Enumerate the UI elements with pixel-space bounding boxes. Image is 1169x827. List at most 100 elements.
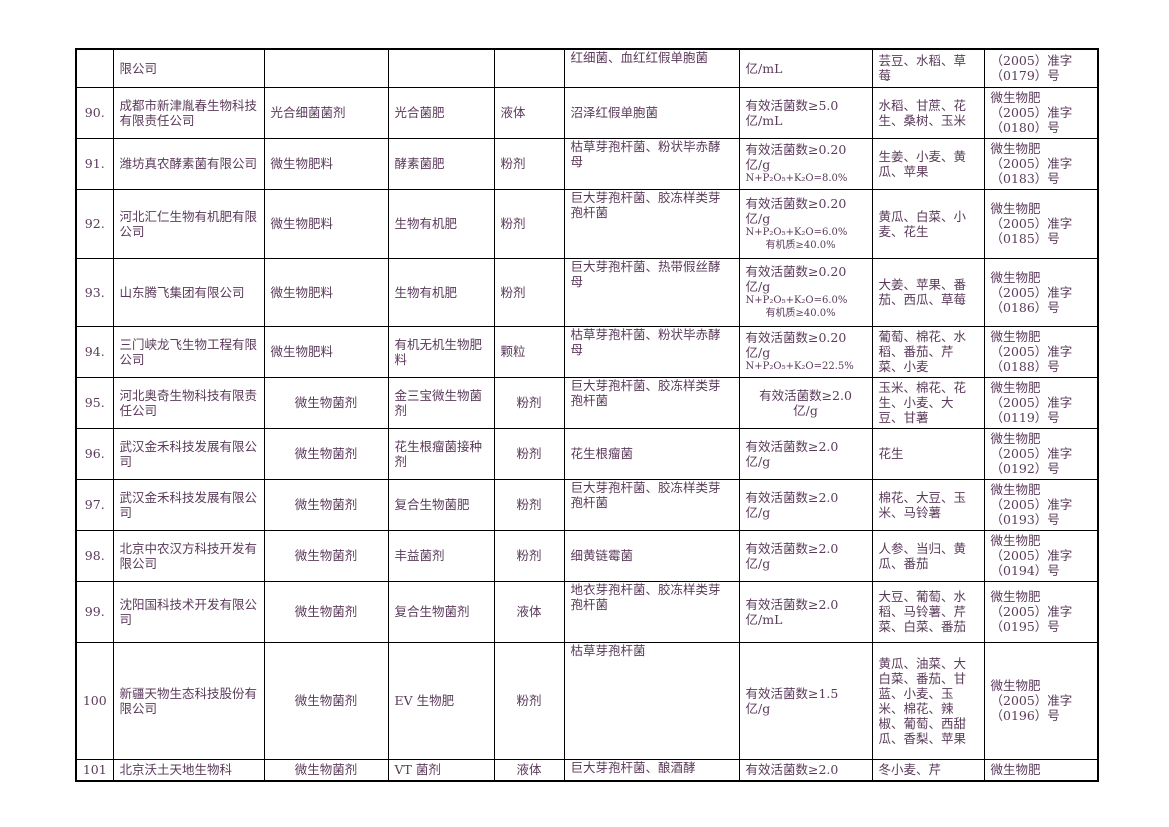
cell-text: 花生根瘤菌 (570, 446, 634, 461)
cell-strain: 花生根瘤菌 (563, 427, 740, 480)
cell-content: 有效活菌数≥2.0 (738, 758, 873, 782)
cell-product: 酵素菌肥 (387, 137, 495, 190)
cell-company: 潍坊真农酵素菌有限公司 (112, 137, 265, 190)
cell-text: 微生物肥料 (270, 284, 334, 300)
cell-line: 亿/g (745, 555, 771, 571)
cell-text: 光合菌肥 (394, 105, 445, 120)
cell-line: 有效活菌数≥2.0 (745, 596, 839, 612)
cell-crops: 棉花、大豆、玉米、马铃薯 (871, 478, 985, 531)
cell-text: 棉花、大豆、玉米、马铃薯 (878, 489, 967, 520)
cell-content: 有效活菌数≥2.0 亿/g (738, 427, 873, 480)
cell-line-small: N+P₂O₅+K₂O=6.0% (745, 226, 848, 238)
cell-type (263, 48, 389, 88)
cell-text: 微生物菌剂 (294, 604, 358, 619)
cell-line: 亿/g (745, 345, 771, 360)
table-row: 95. 河北奥奇生物科技有限责任公司 微生物菌剂 金三宝微生物菌剂 粉剂 巨大芽孢杆菌、胶… (75, 376, 1099, 429)
cell-form: 粉剂 (493, 529, 565, 582)
registration-table: 限公司 红细菌、血红红假单胞菌 亿/mL 芸豆、水稻、草莓 （2005）准字 （0179）… (75, 48, 1099, 782)
cell-text: 粉剂 (516, 548, 542, 563)
cell-product: 生物有机肥 (387, 188, 495, 259)
cell-number: 99. (75, 580, 114, 643)
cell-number: 94. (75, 325, 114, 378)
cell-text: 冬小麦、芹 (878, 762, 942, 778)
table-row: 限公司 红细菌、血红红假单胞菌 亿/mL 芸豆、水稻、草莓 （2005）准字 （0179）… (75, 48, 1099, 88)
cell-crops: 花生 (871, 427, 985, 480)
cell-product (387, 48, 495, 88)
cell-line: （0192）号 (990, 461, 1060, 476)
cell-text: 地衣芽孢杆菌、胶冻样类芽孢杆菌 (570, 581, 721, 612)
cell-crops: 生姜、小麦、黄瓜、苹果 (871, 137, 985, 190)
cell-company: 新疆天物生态科技股份有限公司 (112, 641, 265, 760)
cell-text: 山东腾飞集团有限公司 (119, 284, 245, 300)
cell-crops: 黄瓜、白菜、小麦、花生 (871, 188, 985, 259)
cell-company: 三门峡龙飞生物工程有限公司 (112, 325, 265, 378)
cell-registration: 微生物肥 （2005）准字 （0196）号 (983, 641, 1099, 760)
cell-line: 微生物肥 (990, 329, 1041, 344)
cell-line: 微生物肥 (990, 90, 1041, 105)
cell-line-small: N+P₂O₅+K₂O=8.0% (745, 173, 848, 184)
cell-number: 91. (75, 137, 114, 190)
cell-text: 液体 (500, 105, 526, 120)
cell-content: 有效活菌数≥0.20 亿/g N+P₂O₅+K₂O=6.0% 有机质≥40.0% (738, 257, 873, 327)
cell-line: （0195）号 (990, 619, 1060, 634)
cell-line: 亿/g (745, 504, 771, 520)
cell-line: 亿/g (745, 700, 771, 716)
cell-text: 沈阳国科技术开发有限公司 (119, 596, 258, 627)
cell-line: （0180）号 (990, 120, 1060, 135)
cell-text: 水稻、甘蔗、花生、桑树、玉米 (878, 97, 967, 128)
table-row: 101 北京沃土天地生物科 微生物菌剂 VT 菌剂 液体 巨大芽孢杆菌、酿酒酵 有效活菌数≥… (75, 758, 1099, 782)
cell-text: 枯草芽孢杆菌 (570, 642, 646, 658)
cell-line: 微生物肥 (990, 141, 1041, 156)
cell-text: 红细菌、血红红假单胞菌 (570, 50, 709, 65)
cell-line: （2005）准字 (990, 156, 1073, 171)
cell-crops: 大姜、苹果、番茄、西瓜、草莓 (871, 257, 985, 327)
table-row: 98. 北京中农汉方科技开发有限公司 微生物菌剂 丰益菌剂 粉剂 细黄链霉菌 有效活菌数≥2… (75, 529, 1099, 582)
cell-text: 微生物肥料 (270, 344, 334, 359)
cell-strain: 枯草芽孢杆菌、粉状毕赤酵母 (563, 137, 740, 190)
cell-product: 复合生物菌剂 (387, 580, 495, 643)
cell-text: 大豆、葡萄、水稻、马铃薯、芹菜、白菜、番茄 (878, 589, 967, 634)
cell-line: （2005）准字 (990, 284, 1073, 300)
cell-strain: 巨大芽孢杆菌、酿酒酵 (563, 758, 740, 782)
cell-registration: 微生物肥 （2005）准字 （0194）号 (983, 529, 1099, 582)
cell-line: 亿/g (793, 402, 818, 418)
cell-text: 金三宝微生物菌剂 (394, 387, 483, 418)
cell-product: 生物有机肥 (387, 257, 495, 327)
cell-text: 97. (84, 497, 105, 512)
cell-company: 成都市新津胤春生物科技有限责任公司 (112, 86, 265, 139)
cell-crops: 大豆、葡萄、水稻、马铃薯、芹菜、白菜、番茄 (871, 580, 985, 643)
cell-line: （2005）准字 (990, 395, 1073, 410)
cell-text: 100 (82, 693, 107, 708)
cell-text: 新疆天物生态科技股份有限公司 (119, 685, 258, 716)
cell-product: 复合生物菌肥 (387, 478, 495, 531)
cell-product: 有机无机生物肥料 (387, 325, 495, 378)
cell-line: （0119）号 (990, 410, 1060, 425)
cell-line: （2005）准字 (990, 548, 1073, 563)
cell-line: 亿/g (745, 210, 771, 226)
cell-content: 亿/mL (738, 48, 873, 88)
cell-line: 有效活菌数≥2.0 (745, 540, 839, 556)
cell-registration: 微生物肥 （2005）准字 （0186）号 (983, 257, 1099, 327)
cell-strain: 枯草芽孢杆菌 (563, 641, 740, 760)
cell-company: 沈阳国科技术开发有限公司 (112, 580, 265, 643)
cell-number: 92. (75, 188, 114, 259)
cell-text: 潍坊真农酵素菌有限公司 (119, 156, 258, 171)
cell-line: 亿/g (745, 453, 771, 469)
cell-text: 巨大芽孢杆菌、胶冻样类芽孢杆菌 (570, 377, 721, 408)
cell-type: 微生物菌剂 (263, 478, 389, 531)
cell-text: 98. (84, 548, 105, 563)
cell-line: 亿/g (745, 157, 771, 172)
cell-line: （2005）准字 (990, 105, 1073, 120)
cell-strain: 巨大芽孢杆菌、胶冻样类芽孢杆菌 (563, 478, 740, 531)
cell-line: 微生物肥 (990, 431, 1041, 446)
cell-strain: 地衣芽孢杆菌、胶冻样类芽孢杆菌 (563, 580, 740, 643)
cell-line: 微生物肥 (990, 482, 1041, 497)
cell-text: 95. (84, 395, 105, 410)
cell-content: 有效活菌数≥0.20 亿/g N+P₂O₅+K₂O=6.0% 有机质≥40.0% (738, 188, 873, 259)
cell-company: 限公司 (112, 48, 265, 88)
cell-product: 金三宝微生物菌剂 (387, 376, 495, 429)
cell-type: 微生物肥料 (263, 137, 389, 190)
cell-line: 微生物肥 (990, 380, 1041, 395)
cell-text: 粉剂 (516, 395, 542, 410)
cell-line: 亿/g (745, 279, 771, 294)
